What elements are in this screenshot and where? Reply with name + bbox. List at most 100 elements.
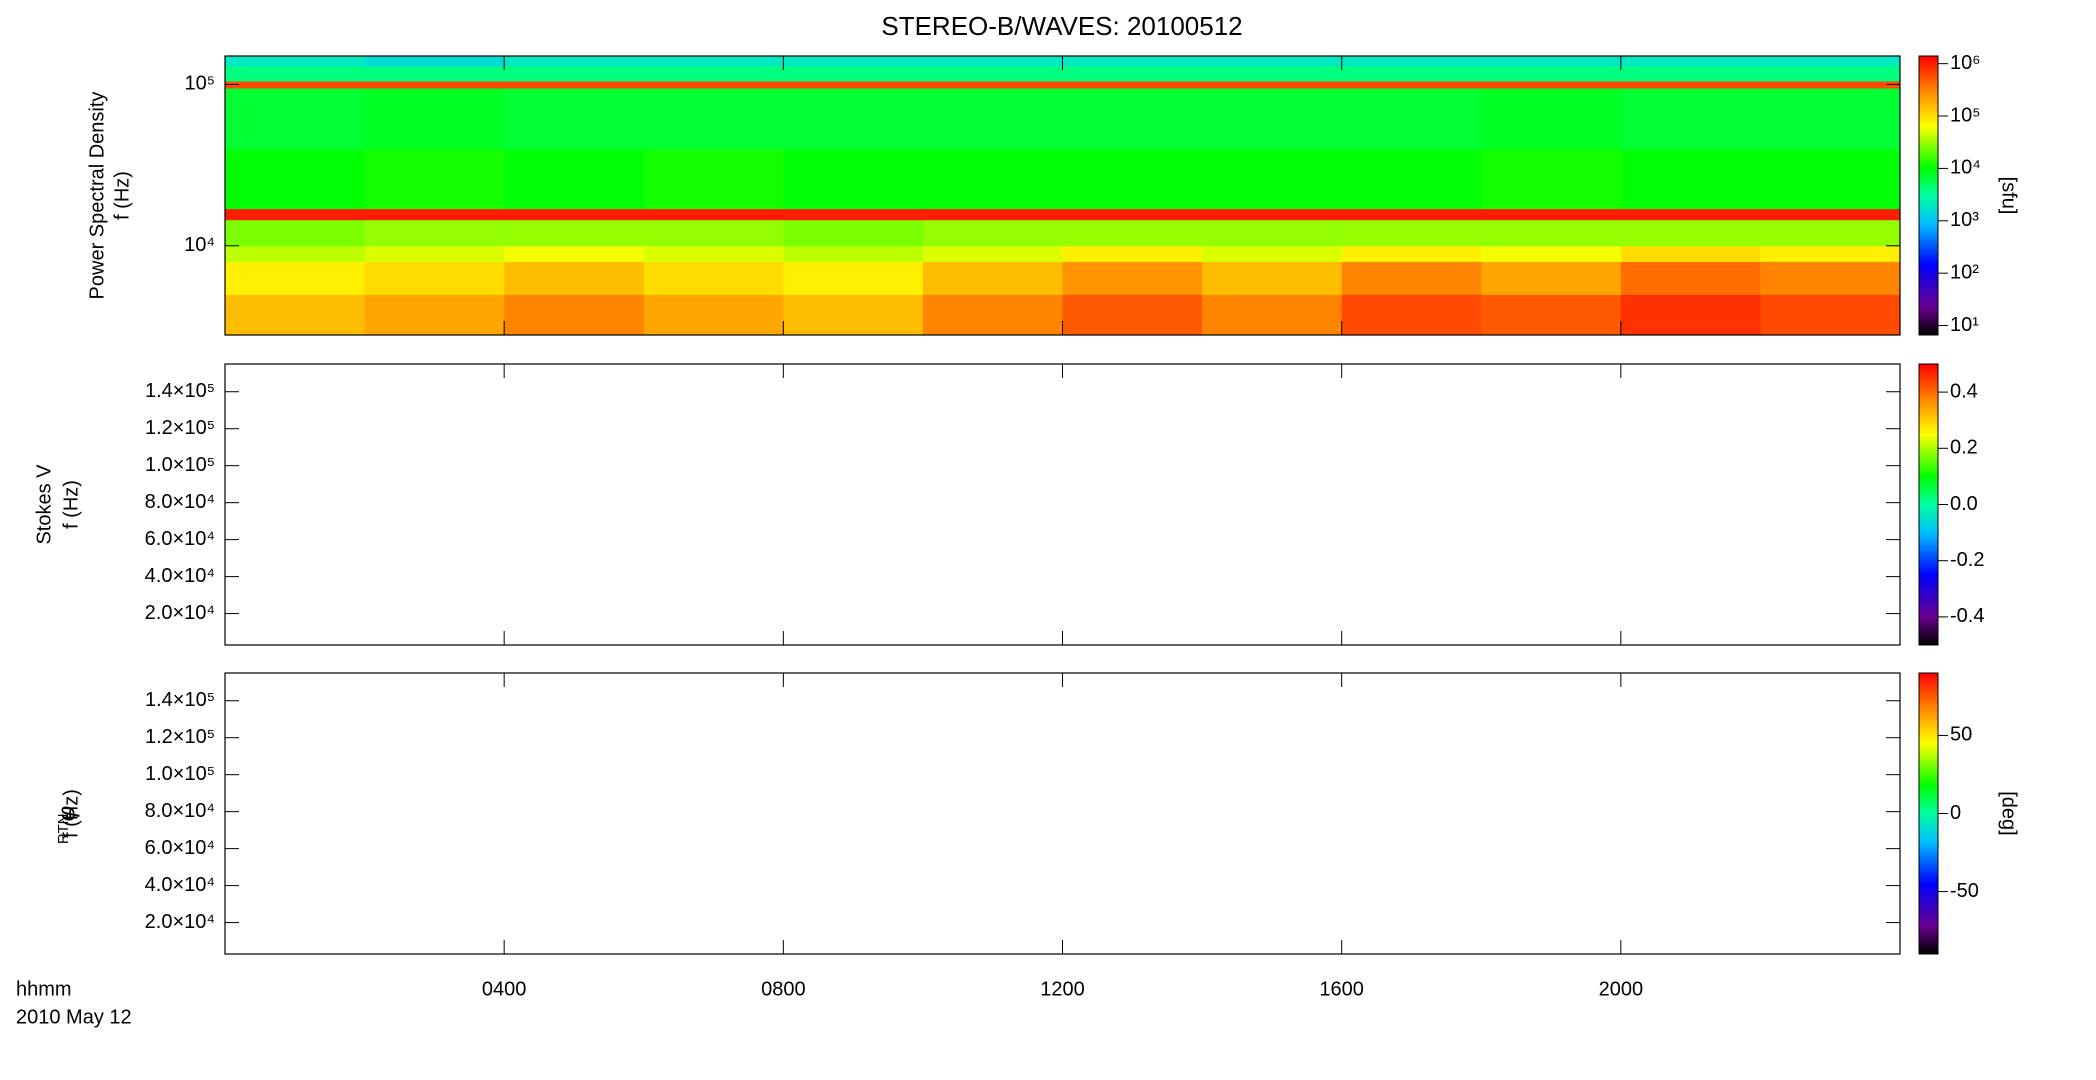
heatmap-cell	[1341, 148, 1482, 210]
y-tick-label: 1.4×10⁵	[145, 689, 215, 711]
heatmap-cell	[1341, 245, 1482, 262]
heatmap-cell	[225, 294, 366, 336]
heatmap-cell	[1202, 148, 1343, 210]
heatmap-cell	[643, 56, 784, 67]
y-tick-label: 2.0×10⁴	[145, 911, 215, 933]
heatmap-cell	[1620, 245, 1761, 262]
heatmap-cell	[1481, 88, 1622, 150]
heatmap-cell	[225, 245, 366, 262]
heatmap-cell	[1481, 245, 1622, 262]
heatmap-cell	[1620, 80, 1761, 89]
heatmap-cell	[643, 294, 784, 336]
x-tick-label: 1600	[1319, 978, 1364, 1000]
heatmap-cell	[364, 219, 505, 247]
heatmap-cell	[364, 56, 505, 67]
heatmap-cell	[1760, 80, 1901, 89]
heatmap-cell	[225, 56, 366, 67]
y-tick-label: 2.0×10⁴	[145, 602, 215, 624]
heatmap-cell	[1620, 148, 1761, 210]
heatmap-cell	[1202, 80, 1343, 89]
heatmap-cell	[1760, 245, 1901, 262]
heatmap-cell	[1481, 148, 1622, 210]
heatmap-cell	[1062, 66, 1203, 82]
heatmap-cell	[1760, 219, 1901, 247]
heatmap-cell	[504, 88, 645, 150]
heatmap-cell	[783, 261, 924, 295]
y-tick-label: 8.0×10⁴	[145, 491, 215, 513]
heatmap-cell	[643, 208, 784, 221]
colorbar-tick-label: 0	[1950, 802, 1961, 824]
heatmap-cell	[922, 219, 1063, 247]
y-axis-label: f (Hz)	[60, 480, 82, 529]
heatmap-cell	[643, 80, 784, 89]
colorbar-label: [deg]	[1998, 791, 2020, 835]
heatmap-cell	[225, 66, 366, 82]
heatmap-cell	[1341, 294, 1482, 336]
heatmap-cell	[1341, 219, 1482, 247]
heatmap-cell	[643, 88, 784, 150]
heatmap-cell	[643, 66, 784, 82]
colorbar-tick-label: 10⁴	[1950, 157, 1981, 179]
heatmap-cell	[783, 56, 924, 67]
heatmap-cell	[1202, 66, 1343, 82]
heatmap-cell	[1620, 219, 1761, 247]
heatmap-cell	[364, 245, 505, 262]
colorbar-tick-label: -0.2	[1950, 549, 1984, 571]
heatmap-cell	[1341, 208, 1482, 221]
heatmap-cell	[1481, 219, 1622, 247]
heatmap-cell	[1620, 66, 1761, 82]
y-tick-label: 1.4×10⁵	[145, 380, 215, 402]
heatmap-cell	[504, 148, 645, 210]
heatmap-cell	[1202, 208, 1343, 221]
heatmap-cell	[1062, 245, 1203, 262]
heatmap-cell	[225, 208, 366, 221]
y-tick-label: 4.0×10⁴	[145, 874, 215, 896]
heatmap-cell	[1620, 261, 1761, 295]
colorbar-tick-label: 10⁶	[1950, 52, 1980, 74]
heatmap-cell	[225, 80, 366, 89]
colorbar-tick-label: 0.2	[1950, 437, 1978, 459]
heatmap-cell	[922, 208, 1063, 221]
heatmap-cell	[1202, 56, 1343, 67]
heatmap-cell	[364, 148, 505, 210]
heatmap-cell	[922, 261, 1063, 295]
y-tick-label: 6.0×10⁴	[145, 528, 215, 550]
heatmap-cell	[1481, 208, 1622, 221]
heatmap-cell	[1062, 219, 1203, 247]
y-tick-label: 6.0×10⁴	[145, 837, 215, 859]
heatmap-cell	[1760, 148, 1901, 210]
heatmap-cell	[1341, 56, 1482, 67]
heatmap-cell	[922, 66, 1063, 82]
y-tick-label: 1.2×10⁵	[145, 726, 215, 748]
colorbar	[1918, 55, 1939, 336]
heatmap-cell	[643, 148, 784, 210]
heatmap-cell	[504, 245, 645, 262]
heatmap-cell	[504, 219, 645, 247]
heatmap-cell	[1062, 148, 1203, 210]
y-axis-label-subscript: RTN	[55, 814, 72, 845]
heatmap-cell	[1760, 261, 1901, 295]
heatmap-cell	[1481, 294, 1622, 336]
y-axis-label: f (Hz)	[60, 789, 82, 838]
heatmap-cell	[364, 294, 505, 336]
heatmap-cell	[1760, 294, 1901, 336]
x-axis-label: hhmm	[16, 978, 72, 1000]
heatmap-cell	[1062, 80, 1203, 89]
heatmap-cell	[783, 80, 924, 89]
heatmap-cell	[922, 148, 1063, 210]
y-axis-label: φ	[53, 806, 80, 822]
heatmap-cell	[643, 219, 784, 247]
heatmap-cell	[364, 88, 505, 150]
heatmap-cell	[1341, 88, 1482, 150]
heatmap-cell	[1481, 80, 1622, 89]
heatmap-cell	[1620, 208, 1761, 221]
heatmap-cell	[1202, 294, 1343, 336]
heatmap-cell	[1062, 294, 1203, 336]
y-tick-label: 10⁵	[184, 73, 215, 95]
heatmap-cell	[783, 294, 924, 336]
heatmap-cell	[504, 261, 645, 295]
heatmap-cell	[922, 88, 1063, 150]
heatmap-cell	[1760, 88, 1901, 150]
